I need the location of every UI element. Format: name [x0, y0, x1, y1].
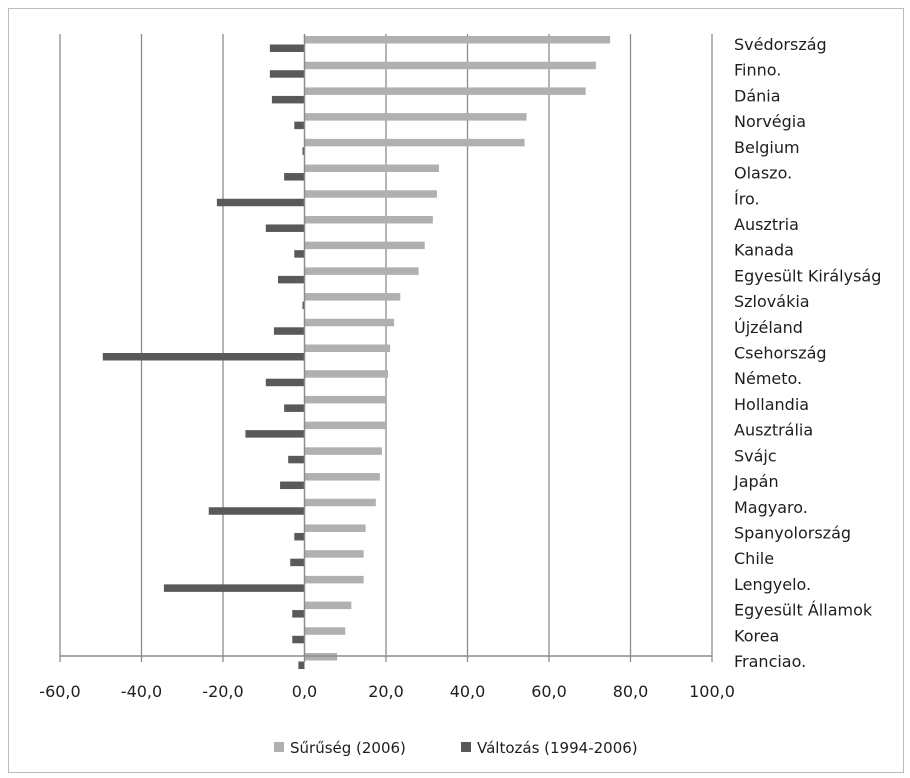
bar-density	[304, 87, 586, 95]
category-label: Japán	[733, 472, 779, 491]
bar-density	[304, 318, 395, 327]
bar-density	[304, 473, 380, 481]
x-tick-label: 20,0	[368, 682, 404, 701]
x-tick-labels: -60,0 -40,0 -20,0 0,0 20,0 40,0 60,0 80,0 100,0	[39, 682, 735, 701]
bar-change	[292, 635, 305, 644]
category-label: Belgium	[734, 138, 800, 157]
bar-change	[298, 661, 305, 669]
bar-change	[265, 378, 305, 387]
bar-density	[304, 421, 386, 430]
category-label: Norvégia	[734, 112, 806, 131]
category-label: Szlovákia	[734, 292, 810, 311]
bar-change	[269, 44, 305, 52]
legend: Sűrűség (2006) Változás (1994-2006)	[274, 739, 638, 757]
x-tick-label: 0,0	[292, 682, 317, 701]
category-label: Íro.	[734, 189, 760, 208]
bar-density	[304, 190, 437, 198]
x-tick-label: -20,0	[202, 682, 243, 701]
bar-change	[294, 250, 305, 258]
category-label: Franciao.	[734, 652, 806, 671]
category-label: Újzéland	[734, 318, 803, 337]
bar-density	[304, 498, 376, 507]
x-tick-label: -40,0	[121, 682, 162, 701]
bar-change	[278, 275, 305, 284]
bar-density	[304, 293, 401, 301]
bar-density	[304, 601, 352, 610]
bar-density	[304, 267, 419, 275]
bar-density	[304, 138, 525, 147]
category-label: Svédország	[734, 35, 827, 54]
category-label: Hollandia	[734, 395, 809, 414]
bar-density	[304, 215, 433, 224]
x-tick-label: -60,0	[39, 682, 80, 701]
category-label: Svájc	[734, 446, 777, 465]
gridlines	[59, 34, 713, 656]
bar-density	[304, 395, 386, 404]
bar-change	[290, 558, 305, 567]
bar-density	[304, 627, 346, 635]
legend-label: Változás (1994-2006)	[477, 739, 638, 757]
bar-change	[271, 95, 305, 104]
bar-change	[102, 353, 305, 361]
category-label: Chile	[734, 549, 774, 568]
bars	[102, 36, 611, 669]
bar-density	[304, 113, 527, 121]
category-label: Németo.	[734, 369, 802, 388]
bar-change	[273, 327, 305, 335]
bar-change	[294, 532, 305, 541]
category-labels: Svédország Finno. Dánia Norvégia Belgium Olas…	[733, 35, 881, 671]
x-tick-label: 80,0	[613, 682, 649, 701]
bar-density	[304, 36, 611, 44]
category-label: Egyesült Királyság	[734, 266, 881, 285]
bar-density	[304, 61, 596, 70]
bar-change	[284, 173, 305, 181]
category-label: Lengyelo.	[734, 575, 811, 594]
chart-frame	[8, 8, 904, 773]
bar-change	[302, 147, 305, 155]
bar-change	[265, 224, 305, 232]
bar-change	[284, 404, 305, 412]
bar-density	[304, 241, 425, 250]
bar-change	[245, 430, 305, 438]
bar-change	[294, 121, 305, 130]
bar-change	[269, 70, 305, 78]
x-tick-label: 40,0	[450, 682, 486, 701]
bar-density	[304, 447, 382, 455]
bar-change	[163, 584, 305, 592]
category-label: Csehország	[734, 344, 827, 363]
category-label: Ausztria	[734, 215, 799, 234]
bar-density	[304, 164, 439, 173]
category-label: Finno.	[734, 61, 781, 80]
axes	[59, 34, 713, 662]
bar-density	[304, 344, 391, 352]
bar-change	[288, 455, 305, 464]
bar-change	[292, 610, 305, 618]
bar-change	[208, 507, 305, 515]
category-label: Ausztrália	[734, 421, 813, 440]
legend-label: Sűrűség (2006)	[290, 739, 406, 757]
bar-density	[304, 575, 364, 584]
bar-change	[302, 301, 305, 310]
category-label: Magyaro.	[734, 498, 808, 517]
category-label: Korea	[734, 626, 779, 645]
bar-density	[304, 370, 389, 378]
legend-swatch	[461, 742, 471, 752]
legend-swatch	[274, 742, 284, 752]
category-label: Dánia	[734, 86, 781, 105]
bar-density	[304, 524, 366, 532]
category-label: Spanyolország	[734, 523, 851, 542]
x-tick-label: 100,0	[689, 682, 735, 701]
category-label: Olaszo.	[734, 164, 792, 183]
category-label: Egyesült Államok	[734, 601, 873, 620]
bar-change	[280, 481, 305, 490]
category-label: Kanada	[734, 241, 794, 260]
bar-change	[216, 198, 305, 207]
x-tick-label: 60,0	[531, 682, 567, 701]
bar-density	[304, 550, 364, 558]
